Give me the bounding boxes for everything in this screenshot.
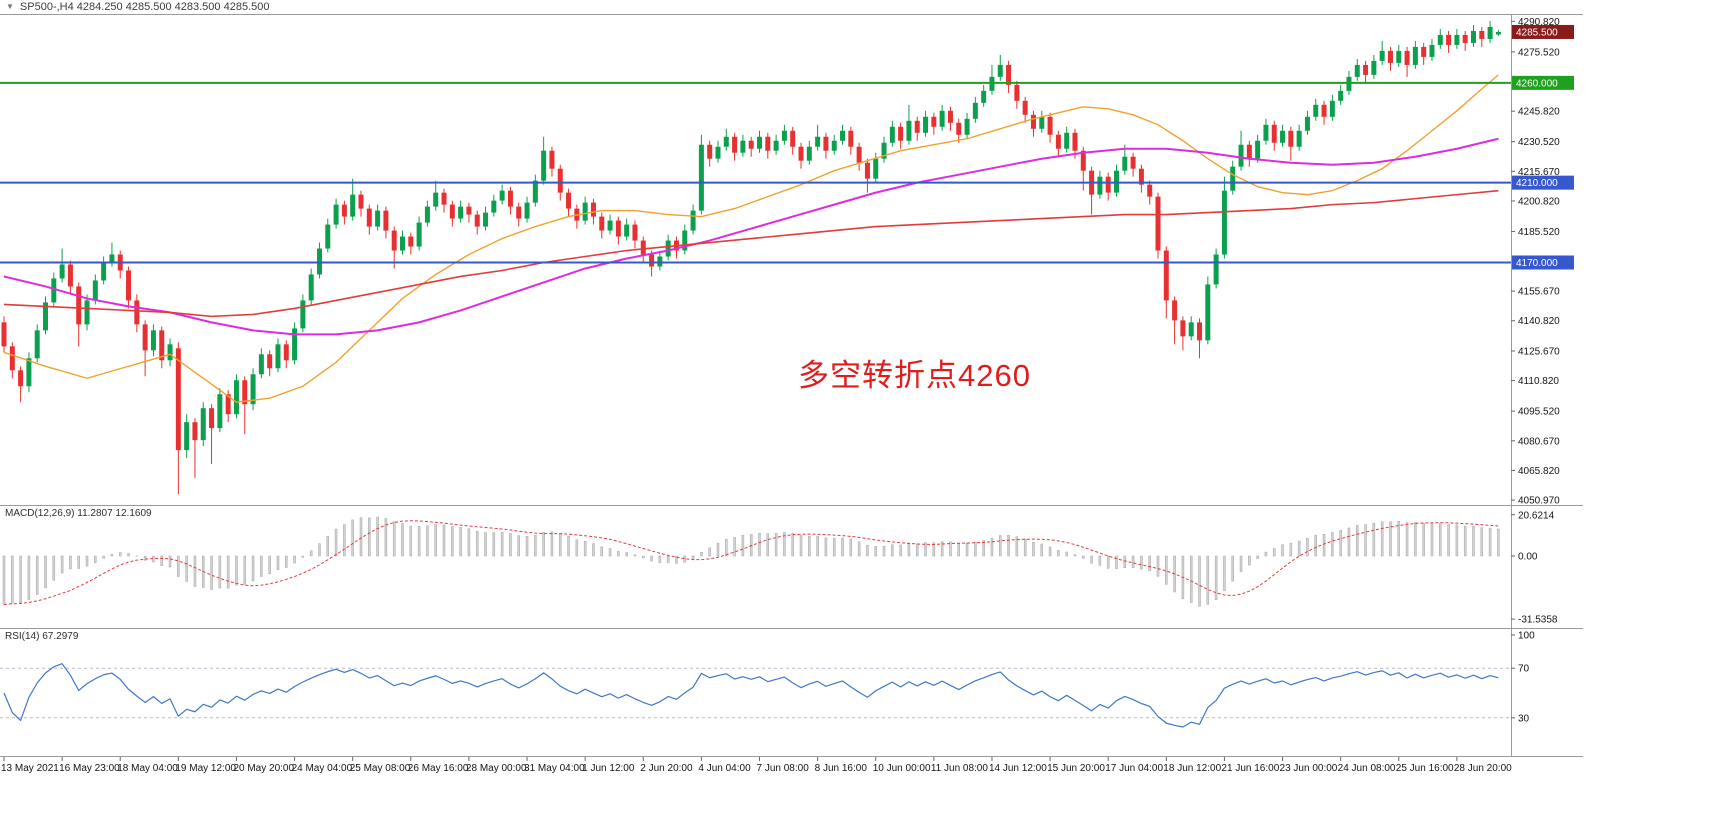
time-axis-label: 17 Jun 04:00 [1105,763,1163,774]
panel-borders [0,14,1583,757]
symbol-dropdown-icon: ▼ [6,2,14,11]
price-tick-label: 4140.820 [1518,316,1560,327]
chart-annotation[interactable]: 多空转折点4260 [798,358,1031,393]
price-label-box [1512,255,1574,270]
price-axis: 4290.820 4275.520 4245.820 4230.520 4215.670… [1511,17,1574,507]
symbol-ohlc-text: SP500-,H4 4284.250 4285.500 4283.500 428… [19,1,270,13]
ma-slow-red [3,189,1499,318]
time-axis-label: 7 Jun 08:00 [757,763,810,774]
price-tick-label: 4230.520 [1518,137,1560,148]
price-tick-label: 4050.970 [1518,496,1560,507]
price-label-box-text: 4260.000 [1516,78,1558,89]
price-label-box [1512,24,1574,39]
time-axis-label: 28 May 00:00 [466,763,527,774]
rsi-indicator-title: RSI(14) 67.2979 [5,631,79,642]
price-tick-label: 4155.670 [1518,287,1560,298]
price-tick-label: 4125.670 [1518,346,1560,357]
time-axis-label: 21 Jun 16:00 [1221,763,1279,774]
time-axis-label: 10 Jun 00:00 [873,763,931,774]
macd-axis-label: 0.00 [1518,552,1538,563]
price-tick-label: 4275.520 [1518,47,1560,58]
time-axis-label: 23 Jun 00:00 [1280,763,1338,774]
time-axis-label: 19 May 12:00 [175,763,236,774]
ma-fast-orange [3,74,1499,403]
macd-indicator-title: MACD(12,26,9) 11.2807 12.1609 [5,508,152,519]
horizontal-lines [0,81,1511,264]
time-axis-label: 25 Jun 16:00 [1396,763,1454,774]
time-axis-label: 18 May 04:00 [117,763,178,774]
time-axis-label: 2 Jun 20:00 [640,763,693,774]
price-tick-label: 4095.520 [1518,407,1560,418]
ma-mid-magenta [3,137,1499,336]
time-axis-label: 25 May 08:00 [350,763,411,774]
rsi-axis: 100 70 30 [1511,631,1535,724]
price-label-box [1512,75,1574,90]
time-axis-label: 14 Jun 12:00 [989,763,1047,774]
time-axis-label: 4 Jun 04:00 [698,763,751,774]
ohlc-header: ▼ SP500-,H4 4284.250 4285.500 4283.500 4… [6,1,269,13]
time-axis-label: 15 Jun 20:00 [1047,763,1105,774]
time-axis-label: 28 Jun 20:00 [1454,763,1512,774]
time-axis-label: 11 Jun 08:00 [931,763,989,774]
time-axis-label: 18 Jun 12:00 [1163,763,1221,774]
candlestick-series [1,20,1501,495]
time-axis-label: 20 May 20:00 [233,763,294,774]
macd-histogram [2,516,1500,607]
price-tick-label: 4065.820 [1518,466,1560,477]
price-tick-label: 4185.520 [1518,227,1560,238]
time-axis-label: 13 May 2021 [1,763,59,774]
price-label-box-text: 4210.000 [1516,178,1558,189]
time-axis-label: 24 Jun 08:00 [1338,763,1396,774]
time-axis-label: 1 Jun 12:00 [582,763,635,774]
macd-axis-label: -31.5358 [1518,615,1558,626]
macd-axis-label: 20.6214 [1518,510,1555,521]
price-tick-label: 4245.820 [1518,107,1560,118]
time-axis-label: 26 May 16:00 [408,763,469,774]
price-tick-label: 4080.670 [1518,436,1560,447]
macd-signal-line [3,520,1499,605]
time-axis-label: 24 May 04:00 [292,763,353,774]
price-tick-label: 4290.820 [1518,17,1560,28]
rsi-axis-label: 100 [1518,631,1535,642]
time-axis-label: 31 May 04:00 [524,763,585,774]
macd-axis: 20.6214 0.00 -31.5358 [1511,510,1558,626]
rsi-level-lines [0,667,1511,719]
rsi-axis-label: 30 [1518,713,1530,724]
rsi-axis-label: 70 [1518,664,1530,675]
time-axis-label: 8 Jun 16:00 [815,763,868,774]
price-tick-label: 4215.670 [1518,167,1560,178]
price-label-box-text: 4170.000 [1516,258,1558,269]
time-axis-label: 16 May 23:00 [59,763,120,774]
price-tick-label: 4110.820 [1518,376,1559,387]
price-label-box [1512,175,1574,190]
price-tick-label: 4200.820 [1518,196,1560,207]
rsi-line [3,663,1499,728]
price-label-box-text: 4285.500 [1516,27,1558,38]
